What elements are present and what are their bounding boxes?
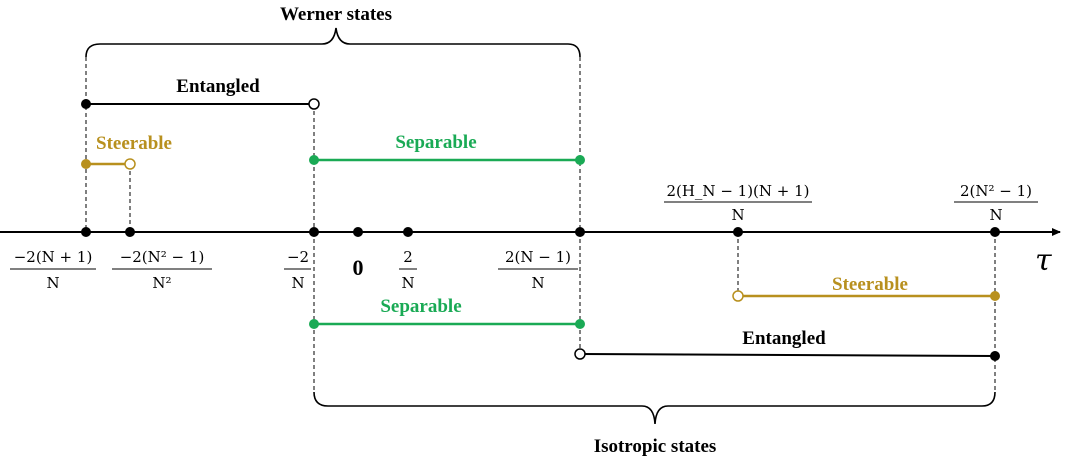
werner-states-title: Werner states xyxy=(280,4,392,25)
werner-separable-start xyxy=(309,155,319,165)
point-neg-2-over-n xyxy=(309,227,319,237)
tick-neg-2-den: N xyxy=(291,274,304,292)
werner-entangled-end-open xyxy=(308,98,320,110)
tick-2nm1-den: N xyxy=(531,274,544,292)
isotropic-steerable-label: Steerable xyxy=(832,274,908,295)
point-2hn xyxy=(733,227,743,237)
tick-labels-below: −2(N + 1) N −2(N² − 1) N² −2 N 2 N 2(N −… xyxy=(10,248,578,292)
werner-steerable-end-open xyxy=(124,158,136,170)
tick-neg-2n2m1-num: −2(N² − 1) xyxy=(120,248,205,266)
isotropic-entangled-label: Entangled xyxy=(742,328,826,349)
tau-symbol: τ xyxy=(1035,243,1052,278)
isotropic-steerable-start-open xyxy=(732,290,744,302)
werner-steerable-start xyxy=(81,159,91,169)
tick-neg-2n1-den: N xyxy=(46,274,59,292)
isotropic-entangled-start-open xyxy=(574,348,586,360)
werner-separable-end xyxy=(575,155,585,165)
point-neg-2n2m1 xyxy=(125,227,135,237)
isotropic-states-title: Isotropic states xyxy=(594,436,717,457)
tick-two-num: 2 xyxy=(403,248,413,266)
isotropic-brace xyxy=(313,391,996,425)
isotropic-steerable-end xyxy=(990,291,1000,301)
point-two-over-n xyxy=(403,227,413,237)
tick-2n2m1-num: 2(N² − 1) xyxy=(960,182,1032,200)
werner-separable-label: Separable xyxy=(395,132,476,153)
werner-entangled-label: Entangled xyxy=(176,76,260,97)
werner-entangled-start xyxy=(81,99,91,109)
tick-2n2m1-den: N xyxy=(989,206,1002,224)
point-2nm1 xyxy=(575,227,585,237)
point-2n2m1 xyxy=(990,227,1000,237)
werner-brace xyxy=(85,27,581,58)
point-neg-2n1 xyxy=(81,227,91,237)
isotropic-separable-end xyxy=(575,319,585,329)
tick-2hn-num: 2(H_N − 1)(N + 1) xyxy=(666,182,809,200)
tick-neg-2n1-num: −2(N + 1) xyxy=(14,248,93,266)
werner-steerable-label: Steerable xyxy=(96,133,172,154)
axis-points xyxy=(81,227,1000,237)
tick-2hn-den: N xyxy=(731,206,744,224)
isotropic-entangled-end xyxy=(990,351,1000,361)
zero-label: 0 xyxy=(353,255,364,280)
tick-two-den: N xyxy=(401,274,414,292)
tick-neg-2-num: −2 xyxy=(287,248,309,266)
isotropic-entangled-segment xyxy=(579,353,996,357)
tick-2nm1-num: 2(N − 1) xyxy=(505,248,571,266)
isotropic-separable-start xyxy=(309,319,319,329)
dashed-guides xyxy=(85,57,996,392)
point-zero xyxy=(353,227,363,237)
isotropic-separable-label: Separable xyxy=(380,296,461,317)
tick-neg-2n2m1-den: N² xyxy=(152,274,171,292)
tick-labels-above: 2(H_N − 1)(N + 1) N 2(N² − 1) N xyxy=(664,182,1038,224)
